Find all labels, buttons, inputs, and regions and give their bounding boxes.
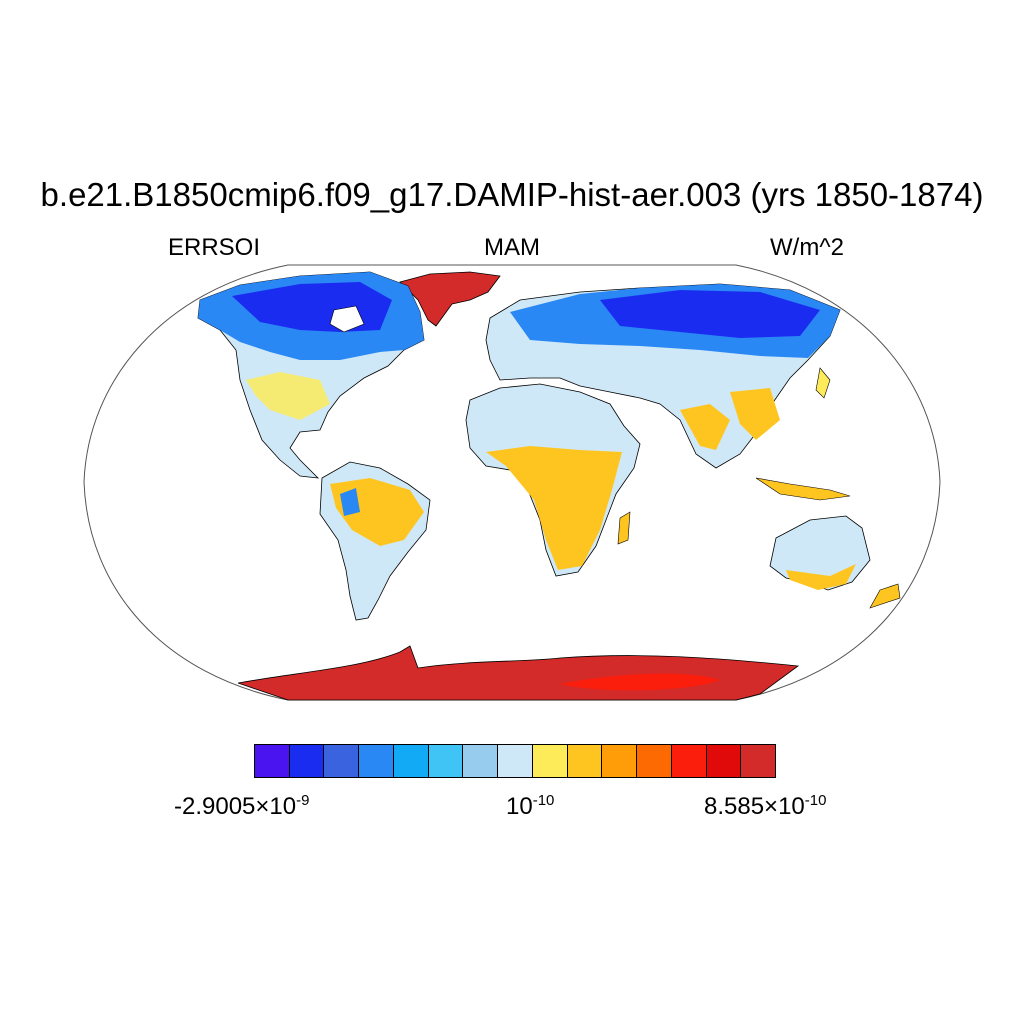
- japan: [815, 367, 831, 399]
- colorbar: [254, 744, 776, 778]
- variable-label: ERRSOI: [168, 234, 261, 261]
- colorbar-swatch-1: [289, 745, 325, 777]
- colorbar-swatch-11: [637, 745, 672, 777]
- colorbar-swatch-8: [532, 745, 568, 777]
- greenland: [399, 271, 501, 327]
- colorbar-swatch-12: [671, 745, 707, 777]
- colorbar-swatch-10: [602, 745, 638, 777]
- indonesia: [755, 477, 851, 501]
- new-zealand: [869, 583, 901, 609]
- plot-title: b.e21.B1850cmip6.f09_g17.DAMIP-hist-aer.…: [40, 176, 984, 213]
- antarctica-plateau: [560, 673, 720, 691]
- africa-warm: [486, 446, 622, 570]
- colorbar-swatch-6: [463, 745, 499, 777]
- colorbar-swatch-7: [498, 745, 533, 777]
- colorbar-swatch-4: [393, 745, 429, 777]
- siberia-deep: [600, 290, 820, 338]
- east-asia-warm: [730, 388, 780, 440]
- units-label: W/m^2: [770, 234, 844, 261]
- colorbar-swatch-0: [255, 745, 290, 777]
- madagascar: [617, 511, 631, 545]
- colorbar-swatch-5: [428, 745, 464, 777]
- colorbar-swatch-2: [324, 745, 360, 777]
- colorbar-swatch-13: [706, 745, 742, 777]
- colorbar-swatch-3: [359, 745, 394, 777]
- colorbar-swatch-9: [567, 745, 603, 777]
- north-america-warm: [246, 372, 330, 420]
- colorbar-swatch-14: [741, 745, 776, 777]
- india-warm: [680, 404, 730, 450]
- australia-warm: [786, 564, 856, 590]
- hudson-bay: [329, 305, 365, 333]
- colorbar-min-label: -2.9005×10-9: [174, 792, 310, 820]
- season-label: MAM: [484, 234, 540, 261]
- colorbar-max-label: 8.585×10-10: [704, 792, 827, 820]
- amazon-blue: [340, 488, 360, 516]
- colorbar-mid-label: 10-10: [506, 792, 555, 820]
